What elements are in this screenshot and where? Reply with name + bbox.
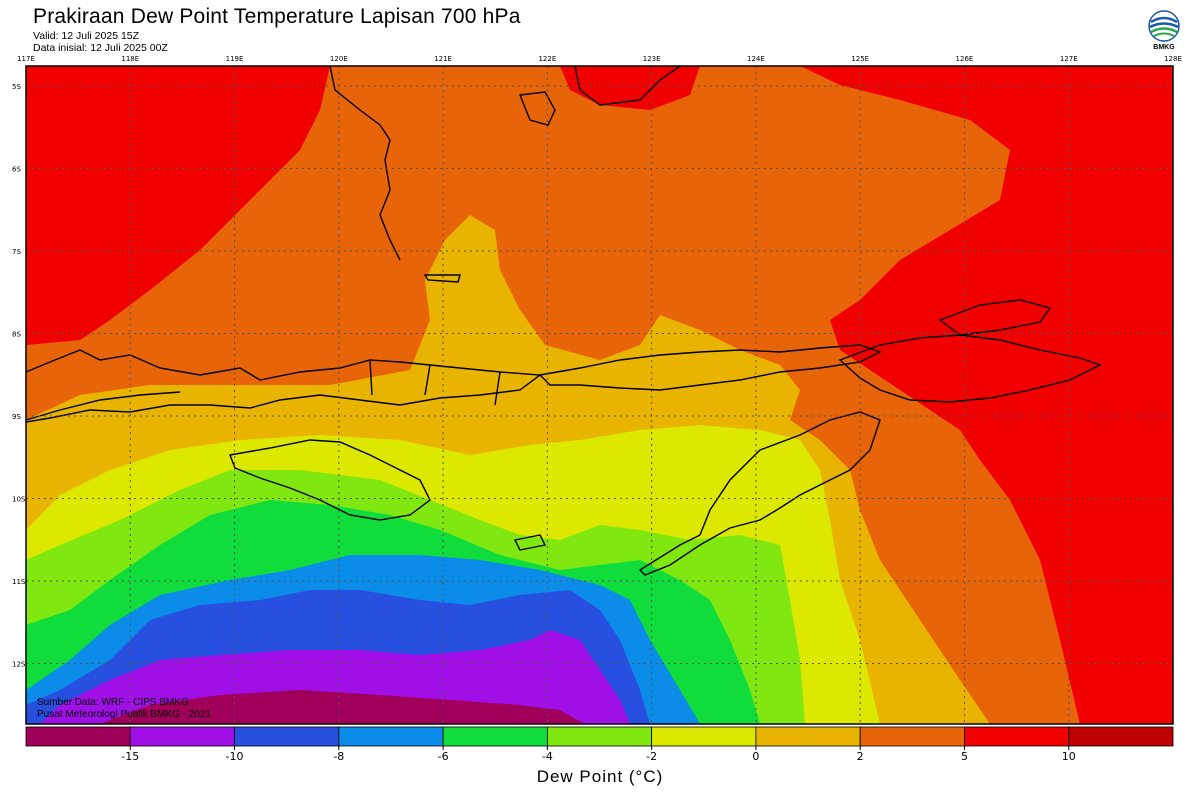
- coast-tanimbar: [938, 299, 1052, 336]
- lat-label: 11S: [12, 578, 26, 586]
- coast-sumbawa: [369, 359, 501, 406]
- dew-point-field: [26, 66, 1173, 724]
- colorbar-tick-label: -4: [542, 750, 553, 763]
- colorbar-segment: [234, 726, 340, 747]
- coastlines: [26, 66, 1102, 576]
- map-title: Prakiraan Dew Point Temperature Lapisan …: [33, 5, 521, 28]
- colorbar-title: Dew Point (°C): [536, 767, 664, 786]
- colorbar-segment: [129, 726, 235, 747]
- lon-label: 126E: [956, 55, 974, 63]
- colorbar-tick-label: 5: [961, 750, 968, 763]
- coast-flores: [538, 344, 882, 391]
- coast-timor: [638, 411, 881, 576]
- lat-label: 10S: [12, 496, 26, 504]
- lon-label: 127E: [1060, 55, 1078, 63]
- colorbar-tick-labels: -15 -10 -8 -6 -4 -2 0 2 5 10: [121, 746, 1076, 763]
- agency-credit: Pusat Meteorologi Publik BMKG - 2021: [37, 709, 211, 720]
- lon-label: 125E: [851, 55, 869, 63]
- colorbar-segment: [338, 726, 444, 747]
- lat-label: 9S: [12, 413, 21, 421]
- colorbar-tick-label: -10: [226, 750, 244, 763]
- latitude-labels: 5S 6S 7S 8S 9S 10S 11S 12S: [12, 83, 26, 669]
- colorbar-tick-label: -15: [121, 750, 139, 763]
- valid-time: Valid: 12 Juli 2025 15Z: [33, 30, 140, 42]
- colorbar-tick-label: -6: [438, 750, 449, 763]
- lon-label: 128E: [1164, 55, 1182, 63]
- lon-label: 118E: [121, 55, 139, 63]
- coast-wetar-line: [26, 391, 181, 421]
- colorbar-segment: [546, 726, 653, 747]
- colorbar-segment: [859, 726, 965, 747]
- colorbar-segment: [964, 726, 1070, 747]
- lon-label: 120E: [330, 55, 348, 63]
- colorbar-segment: [442, 726, 548, 747]
- lon-label: 124E: [747, 55, 765, 63]
- colorbar-segment: [651, 726, 757, 747]
- lat-label: 7S: [12, 248, 21, 256]
- lon-label: 122E: [538, 55, 556, 63]
- colorbar-tick-label: -8: [333, 750, 344, 763]
- lon-label: 117E: [17, 55, 35, 63]
- init-time: Data inisial: 12 Juli 2025 00Z: [33, 42, 168, 54]
- bmkg-logo-icon: [1148, 10, 1180, 42]
- lat-label: 6S: [12, 166, 21, 174]
- lat-label: 8S: [12, 331, 21, 339]
- colorbar-tick-label: -2: [646, 750, 657, 763]
- coast-kalimantan-south: [329, 66, 401, 261]
- band-10-plus-nw: [26, 66, 330, 345]
- graticule: [26, 66, 1173, 724]
- colorbar-segment: [1068, 726, 1174, 747]
- colorbar-segment: [25, 726, 131, 747]
- colorbar-segment: [755, 726, 861, 747]
- coast-wetar-alor: [838, 334, 1102, 403]
- longitude-labels: 117E 118E 119E 120E 121E 122E 123E 124E 125E 126E…: [17, 55, 1182, 63]
- lat-label: 5S: [12, 83, 21, 91]
- band-10-plus-e: [800, 66, 1173, 724]
- lon-label: 119E: [226, 55, 244, 63]
- band-neg15-neg10: [100, 690, 585, 724]
- colorbar: [25, 726, 1174, 747]
- map-frame: [25, 65, 1174, 725]
- coast-sumba: [229, 439, 431, 521]
- coast-small-islands: [423, 91, 556, 551]
- logo-text: BMKG: [1153, 44, 1175, 51]
- data-source-credit: Sumber Data: WRF - CIPS BMKG: [37, 697, 189, 708]
- lon-label: 123E: [643, 55, 661, 63]
- lat-label: 12S: [12, 661, 26, 669]
- colorbar-tick-label: 2: [857, 750, 864, 763]
- colorbar-tick-label: 0: [752, 750, 759, 763]
- colorbar-tick-label: 10: [1062, 750, 1076, 763]
- lon-label: 121E: [434, 55, 452, 63]
